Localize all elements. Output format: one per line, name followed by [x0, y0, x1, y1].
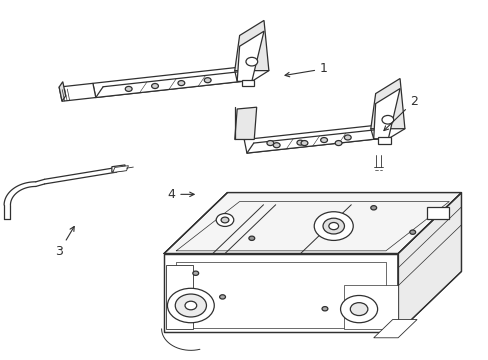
- Circle shape: [248, 236, 254, 240]
- Text: 2: 2: [383, 95, 417, 131]
- Circle shape: [204, 78, 211, 83]
- Circle shape: [322, 307, 327, 311]
- Circle shape: [328, 222, 338, 230]
- Polygon shape: [59, 83, 96, 101]
- Polygon shape: [378, 138, 390, 144]
- Circle shape: [175, 294, 206, 317]
- Polygon shape: [373, 89, 399, 139]
- Circle shape: [245, 57, 257, 66]
- Polygon shape: [373, 319, 416, 338]
- Polygon shape: [96, 71, 249, 98]
- Polygon shape: [237, 31, 264, 81]
- Polygon shape: [427, 207, 448, 220]
- Polygon shape: [344, 285, 397, 329]
- Polygon shape: [163, 193, 461, 253]
- Circle shape: [151, 84, 158, 89]
- Polygon shape: [59, 82, 65, 101]
- Circle shape: [340, 296, 377, 323]
- Circle shape: [409, 230, 415, 234]
- Circle shape: [296, 140, 303, 145]
- Circle shape: [370, 206, 376, 210]
- Polygon shape: [166, 265, 193, 329]
- Circle shape: [320, 138, 327, 143]
- Circle shape: [301, 140, 307, 145]
- Circle shape: [216, 213, 233, 226]
- Circle shape: [184, 301, 196, 310]
- Circle shape: [178, 81, 184, 86]
- Circle shape: [167, 288, 214, 323]
- Polygon shape: [113, 166, 128, 172]
- Polygon shape: [246, 129, 385, 153]
- Polygon shape: [370, 78, 404, 129]
- Text: 4: 4: [167, 188, 194, 201]
- Circle shape: [381, 116, 393, 124]
- Circle shape: [192, 271, 198, 275]
- Circle shape: [344, 135, 350, 140]
- Circle shape: [349, 303, 367, 316]
- Polygon shape: [112, 165, 125, 172]
- Circle shape: [314, 212, 352, 240]
- Circle shape: [273, 143, 280, 148]
- Circle shape: [323, 218, 344, 234]
- Circle shape: [219, 295, 225, 299]
- Polygon shape: [93, 67, 242, 98]
- Polygon shape: [244, 125, 378, 153]
- Circle shape: [266, 140, 273, 145]
- Text: 3: 3: [55, 226, 74, 258]
- Circle shape: [334, 140, 341, 145]
- Polygon shape: [234, 21, 268, 71]
- Polygon shape: [397, 193, 461, 332]
- Polygon shape: [241, 80, 253, 86]
- Polygon shape: [163, 253, 397, 332]
- Polygon shape: [234, 107, 256, 139]
- Circle shape: [221, 217, 228, 223]
- Text: 1: 1: [285, 62, 327, 77]
- Circle shape: [125, 86, 132, 91]
